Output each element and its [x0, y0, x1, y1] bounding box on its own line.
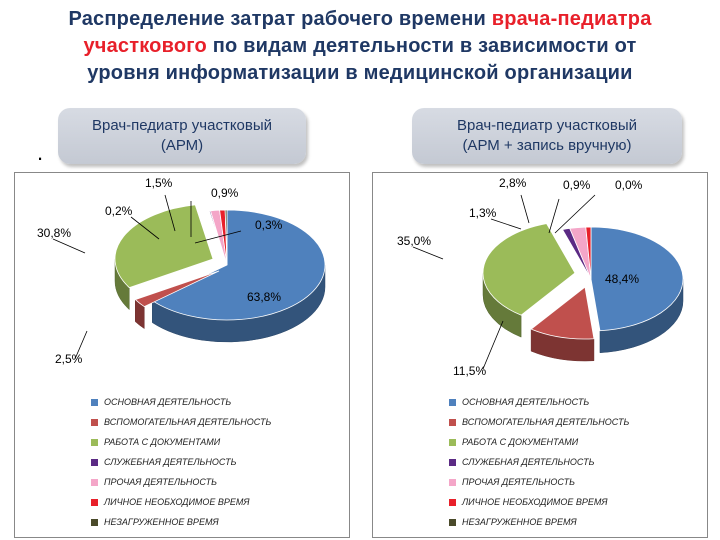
legend-swatch-personal: [91, 498, 98, 506]
legend-label-docs: РАБОТА С ДОКУМЕНТАМИ: [104, 437, 221, 447]
legend-swatch-service: [449, 458, 456, 466]
leader-line-aux: [74, 330, 88, 360]
data-label-personal: 0,9%: [563, 178, 591, 192]
legend-swatch-docs: [91, 438, 98, 446]
pie-slice-aux: [134, 270, 220, 308]
legend-label-idle: НЕЗАГРУЖЕННОЕ ВРЕМЯ: [104, 517, 219, 527]
data-label-service: 0,2%: [105, 204, 133, 218]
legend-swatch-idle: [449, 518, 456, 526]
leader-line-service: [130, 216, 160, 240]
legend-swatch-aux: [91, 418, 98, 426]
legend-label-idle: НЕЗАГРУЖЕННОЕ ВРЕМЯ: [462, 517, 577, 527]
legend-item-personal: ЛИЧНОЕ НЕОБХОДИМОЕ ВРЕМЯ: [449, 495, 608, 509]
data-label-other: 1,5%: [145, 176, 173, 190]
data-label-docs: 30,8%: [37, 226, 71, 240]
legend-swatch-docs: [449, 438, 456, 446]
legend-label-service: СЛУЖЕБНАЯ ДЕЯТЕЛЬНОСТЬ: [462, 457, 595, 467]
legend-item-service: СЛУЖЕБНАЯ ДЕЯТЕЛЬНОСТЬ: [91, 455, 236, 469]
data-label-idle: 0,0%: [615, 178, 643, 192]
side-mark: .: [37, 140, 44, 165]
legend-swatch-other: [449, 478, 456, 486]
legend-item-service: СЛУЖЕБНАЯ ДЕЯТЕЛЬНОСТЬ: [449, 455, 594, 469]
legend-label-other: ПРОЧАЯ ДЕЯТЕЛЬНОСТЬ: [104, 477, 217, 487]
pie-slice-aux: [530, 286, 595, 340]
pie-slice-main: [590, 226, 684, 332]
legend-swatch-service: [91, 458, 98, 466]
title-highlight-1: врача-педиатра: [491, 8, 652, 30]
pie-slice-idle: [224, 209, 228, 266]
leader-line-service: [490, 218, 522, 230]
legend-label-docs: РАБОТА С ДОКУМЕНТАМИ: [462, 437, 579, 447]
leader-line-idle: [194, 230, 242, 244]
legend-label-aux: ВСПОМОГАТЕЛЬНАЯ ДЕЯТЕЛЬНОСТЬ: [104, 417, 272, 427]
pie-slice-main: [151, 209, 326, 321]
legend-swatch-aux: [449, 418, 456, 426]
data-label-idle: 0,3%: [255, 218, 283, 232]
legend-item-idle: НЕЗАГРУЖЕННОЕ ВРЕМЯ: [449, 515, 577, 529]
chart-2-pie: 48,4% 11,5% 35,0% 1,3% 2,8% 0,9% 0,0%: [397, 176, 684, 378]
legend-label-aux: ВСПОМОГАТЕЛЬНАЯ ДЕЯТЕЛЬНОСТЬ: [462, 417, 630, 427]
leader-line-aux: [482, 320, 504, 370]
legend-item-aux: ВСПОМОГАТЕЛЬНАЯ ДЕЯТЕЛЬНОСТЬ: [449, 415, 629, 429]
page-title: Распределение затрат рабочего времени вр…: [0, 6, 720, 87]
legend-item-other: ПРОЧАЯ ДЕЯТЕЛЬНОСТЬ: [449, 475, 575, 489]
data-label-aux: 11,5%: [453, 364, 486, 378]
chart-2-title-badge: Врач-педиатр участковый (АРМ + запись вр…: [412, 108, 682, 164]
pie-slice-docs: [482, 223, 576, 316]
data-label-other: 2,8%: [499, 176, 527, 190]
leader-line-personal: [548, 198, 560, 234]
title-part1: Распределение затрат рабочего времени: [68, 8, 492, 30]
legend-item-aux: ВСПОМОГАТЕЛЬНАЯ ДЕЯТЕЛЬНОСТЬ: [91, 415, 271, 429]
legend-label-main: ОСНОВНАЯ ДЕЯТЕЛЬНОСТЬ: [462, 397, 590, 407]
leader-line-other: [164, 194, 176, 232]
legend-swatch-idle: [91, 518, 98, 526]
data-label-aux: 2,5%: [55, 352, 83, 366]
leader-line-docs: [52, 238, 86, 254]
legend-label-main: ОСНОВНАЯ ДЕЯТЕЛЬНОСТЬ: [104, 397, 232, 407]
legend-item-other: ПРОЧАЯ ДЕЯТЕЛЬНОСТЬ: [91, 475, 217, 489]
pie-slice-personal: [585, 226, 592, 280]
chart-1-title-badge: Врач-педиатр участковый (АРМ): [58, 108, 306, 164]
legend-item-main: ОСНОВНАЯ ДЕЯТЕЛЬНОСТЬ: [91, 395, 231, 409]
leader-line-idle: [554, 194, 596, 234]
legend-item-docs: РАБОТА С ДОКУМЕНТАМИ: [91, 435, 220, 449]
legend-item-main: ОСНОВНАЯ ДЕЯТЕЛЬНОСТЬ: [449, 395, 589, 409]
chart-1-pie: 63,8% 2,5% 30,8% 0,2% 1,5% 0,9% 0,3%: [37, 176, 326, 366]
title-highlight-2: участкового: [83, 35, 207, 57]
data-label-main: 63,8%: [247, 290, 281, 304]
legend-swatch-personal: [449, 498, 456, 506]
legend-swatch-other: [91, 478, 98, 486]
legend-item-docs: РАБОТА С ДОКУМЕНТАМИ: [449, 435, 578, 449]
legend-label-personal: ЛИЧНОЕ НЕОБХОДИМОЕ ВРЕМЯ: [104, 497, 250, 507]
legend-label-personal: ЛИЧНОЕ НЕОБХОДИМОЕ ВРЕМЯ: [462, 497, 608, 507]
title-part2: по видам деятельности в зависимости от: [206, 35, 637, 57]
chart-1-panel: 63,8% 2,5% 30,8% 0,2% 1,5% 0,9% 0,3% ОСНОВНАЯ …: [14, 172, 350, 538]
data-label-service: 1,3%: [469, 206, 497, 220]
title-line3: уровня информатизации в медицинской орга…: [87, 62, 633, 84]
chart-2-panel: 48,4% 11,5% 35,0% 1,3% 2,8% 0,9% 0,0% ОСНОВНАЯ…: [372, 172, 708, 538]
data-label-docs: 35,0%: [397, 234, 431, 248]
legend-swatch-main: [449, 398, 456, 406]
data-label-personal: 0,9%: [211, 186, 239, 200]
pie-slice-docs: [114, 204, 214, 289]
legend-label-other: ПРОЧАЯ ДЕЯТЕЛЬНОСТЬ: [462, 477, 575, 487]
leader-line-other: [520, 194, 530, 224]
leader-line-docs: [412, 246, 444, 260]
legend-swatch-main: [91, 398, 98, 406]
legend-label-service: СЛУЖЕБНАЯ ДЕЯТЕЛЬНОСТЬ: [104, 457, 237, 467]
legend-item-idle: НЕЗАГРУЖЕННОЕ ВРЕМЯ: [91, 515, 219, 529]
data-label-main: 48,4%: [605, 272, 639, 286]
legend-item-personal: ЛИЧНОЕ НЕОБХОДИМОЕ ВРЕМЯ: [91, 495, 250, 509]
